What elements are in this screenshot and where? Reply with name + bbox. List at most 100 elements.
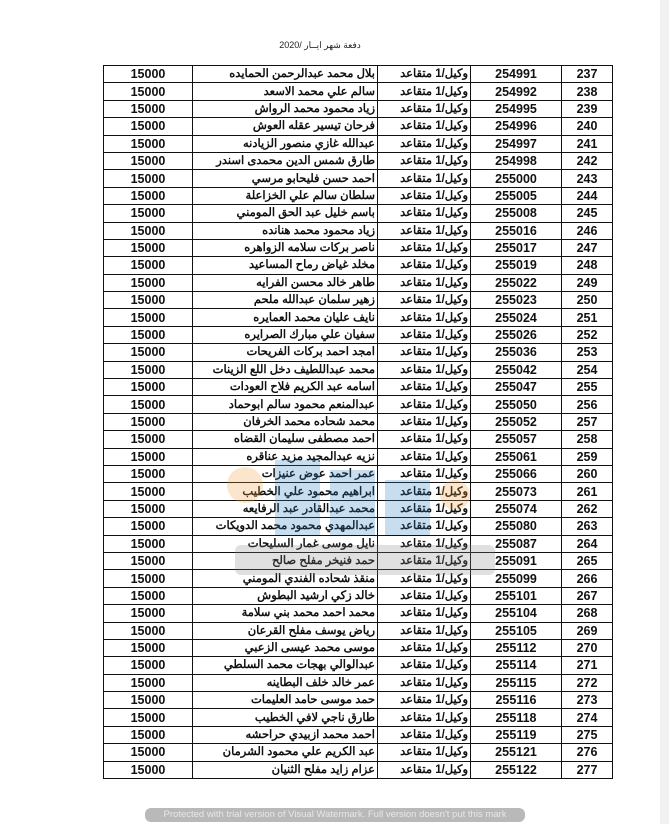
row-number-cell: 242 xyxy=(561,151,613,171)
row-number-cell: 258 xyxy=(561,430,613,449)
name-cell: رياض يوسف مفلح القرعان xyxy=(192,621,378,640)
id-cell: 255119 xyxy=(470,725,562,745)
type-cell: وكيل/1 متقاعد xyxy=(377,708,471,727)
row-number-cell: 253 xyxy=(561,343,613,362)
id-cell: 255105 xyxy=(470,621,562,640)
amount-cell: 15000 xyxy=(103,186,193,206)
name-cell: خالد زكي ارشيد البطوش xyxy=(192,586,378,606)
table-row: 15000 سلطان سالم علي الخزاعلة وكيل/1 متقاع… xyxy=(103,186,613,206)
table-row: 15000 سالم علي محمد الاسعد وكيل/1 متقاعد 25… xyxy=(103,82,613,101)
type-cell: وكيل/1 متقاعد xyxy=(377,151,471,171)
name-cell: نايل موسى غمار السليحات xyxy=(192,534,378,553)
name-cell: عبدالوالي بهجات محمد السلطي xyxy=(192,656,378,675)
table-row: 15000 رياض يوسف مفلح القرعان وكيل/1 متقاعد… xyxy=(103,621,613,640)
row-number-cell: 268 xyxy=(561,604,613,623)
table-row: 15000 محمد احمد محمد بني سلامة وكيل/1 متقا… xyxy=(103,604,613,623)
id-cell: 255023 xyxy=(470,291,562,310)
name-cell: ابراهيم محمود علي الخطيب xyxy=(192,482,378,501)
type-cell: وكيل/1 متقاعد xyxy=(377,395,471,414)
type-cell: وكيل/1 متقاعد xyxy=(377,256,471,275)
name-cell: زياد محمود محمد هنانده xyxy=(192,221,378,240)
type-cell: وكيل/1 متقاعد xyxy=(377,551,471,571)
type-cell: وكيل/1 متقاعد xyxy=(377,621,471,640)
row-number-cell: 238 xyxy=(561,82,613,101)
name-cell: محمد احمد محمد بني سلامة xyxy=(192,604,378,623)
type-cell: وكيل/1 متقاعد xyxy=(377,743,471,762)
id-cell: 255099 xyxy=(470,569,562,588)
table-row: 15000 احمد مصطفى سليمان القضاه وكيل/1 متقا… xyxy=(103,430,613,449)
row-number-cell: 255 xyxy=(561,378,613,397)
type-cell: وكيل/1 متقاعد xyxy=(377,169,471,188)
row-number-cell: 267 xyxy=(561,586,613,606)
amount-cell: 15000 xyxy=(103,273,193,293)
table-row: 15000 عبدالمهدي محمود محمد الدويكات وكيل/1… xyxy=(103,517,613,536)
table-row: 15000 حمد موسى حامد العليمات وكيل/1 متقاعد… xyxy=(103,691,613,710)
id-cell: 255114 xyxy=(470,656,562,675)
row-number-cell: 256 xyxy=(561,395,613,414)
row-number-cell: 275 xyxy=(561,725,613,745)
amount-cell: 15000 xyxy=(103,743,193,762)
type-cell: وكيل/1 متقاعد xyxy=(377,725,471,745)
name-cell: بلال محمد عبدالرحمن الحمايده xyxy=(192,64,378,84)
row-number-cell: 271 xyxy=(561,656,613,675)
amount-cell: 15000 xyxy=(103,221,193,240)
table-row: 15000 اسامه عبد الكريم فلاح العودات وكيل/1… xyxy=(103,378,613,397)
type-cell: وكيل/1 متقاعد xyxy=(377,117,471,136)
row-number-cell: 244 xyxy=(561,186,613,206)
table-row: 15000 عبدالوالي بهجات محمد السلطي وكيل/1 م… xyxy=(103,656,613,675)
name-cell: عبدالمهدي محمود محمد الدويكات xyxy=(192,517,378,536)
amount-cell: 15000 xyxy=(103,291,193,310)
table-row: 15000 عبدالله غازي منصور الزيادنه وكيل/1 م… xyxy=(103,134,613,153)
name-cell: طارق ناجي لافي الخطيب xyxy=(192,708,378,727)
row-number-cell: 273 xyxy=(561,691,613,710)
table-row: 15000 فرحان تيسير عقله العوش وكيل/1 متقاعد… xyxy=(103,117,613,136)
type-cell: وكيل/1 متقاعد xyxy=(377,360,471,380)
table-row: 15000 محمد عبداللطيف دخل اللع الزينات وكيل… xyxy=(103,360,613,380)
id-cell: 255091 xyxy=(470,551,562,571)
payments-table: 15000 بلال محمد عبدالرحمن الحمايده وكيل/1 … xyxy=(103,64,613,780)
type-cell: وكيل/1 متقاعد xyxy=(377,430,471,449)
amount-cell: 15000 xyxy=(103,517,193,536)
amount-cell: 15000 xyxy=(103,117,193,136)
row-number-cell: 259 xyxy=(561,447,613,466)
row-number-cell: 261 xyxy=(561,482,613,501)
row-number-cell: 274 xyxy=(561,708,613,727)
name-cell: منقذ شحاده الفندي المومني xyxy=(192,569,378,588)
name-cell: عبدالمنعم محمود سالم ابوحماد xyxy=(192,395,378,414)
id-cell: 255000 xyxy=(470,169,562,188)
table-row: 15000 نايف عليان محمد العمايره وكيل/1 متقا… xyxy=(103,308,613,327)
table-row: 15000 باسم خليل عبد الحق المومني وكيل/1 مت… xyxy=(103,204,613,223)
page-margin xyxy=(660,0,669,824)
name-cell: حمد فنيخر مفلح صالح xyxy=(192,551,378,571)
table-row: 15000 عبدالمنعم محمود سالم ابوحماد وكيل/1 … xyxy=(103,395,613,414)
name-cell: عبدالله غازي منصور الزيادنه xyxy=(192,134,378,153)
id-cell: 255052 xyxy=(470,412,562,432)
table-row: 15000 خالد زكي ارشيد البطوش وكيل/1 متقاعد 2… xyxy=(103,586,613,606)
name-cell: امجد احمد بركات الفريحات xyxy=(192,343,378,362)
row-number-cell: 254 xyxy=(561,360,613,380)
row-number-cell: 276 xyxy=(561,743,613,762)
type-cell: وكيل/1 متقاعد xyxy=(377,412,471,432)
type-cell: وكيل/1 متقاعد xyxy=(377,673,471,693)
id-cell: 255022 xyxy=(470,273,562,293)
id-cell: 255042 xyxy=(470,360,562,380)
table-row: 15000 عمر احمد عوض عنيزات وكيل/1 متقاعد 255… xyxy=(103,464,613,484)
row-number-cell: 239 xyxy=(561,99,613,119)
row-number-cell: 277 xyxy=(561,760,613,780)
table-row: 15000 نايل موسى غمار السليحات وكيل/1 متقاع… xyxy=(103,534,613,553)
name-cell: محمد عبدالقادر عبد الرفايعه xyxy=(192,499,378,519)
row-number-cell: 252 xyxy=(561,325,613,345)
name-cell: محمد عبداللطيف دخل اللع الزينات xyxy=(192,360,378,380)
amount-cell: 15000 xyxy=(103,343,193,362)
id-cell: 254997 xyxy=(470,134,562,153)
table-row: 15000 مخلد غياض رماح المساعيد وكيل/1 متقاع… xyxy=(103,256,613,275)
id-cell: 255061 xyxy=(470,447,562,466)
table-row: 15000 طارق ناجي لافي الخطيب وكيل/1 متقاعد 2… xyxy=(103,708,613,727)
amount-cell: 15000 xyxy=(103,691,193,710)
type-cell: وكيل/1 متقاعد xyxy=(377,134,471,153)
type-cell: وكيل/1 متقاعد xyxy=(377,534,471,553)
table-row: 15000 محمد عبدالقادر عبد الرفايعه وكيل/1 م… xyxy=(103,499,613,519)
row-number-cell: 262 xyxy=(561,499,613,519)
type-cell: وكيل/1 متقاعد xyxy=(377,64,471,84)
table-row: 15000 بلال محمد عبدالرحمن الحمايده وكيل/1 … xyxy=(103,64,613,84)
